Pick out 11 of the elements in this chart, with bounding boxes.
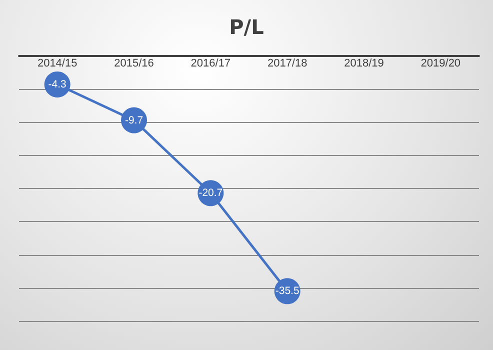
data-label: -9.7 <box>124 114 144 126</box>
data-label: -4.3 <box>48 78 67 90</box>
x-tick-label: 2019/20 <box>420 58 461 70</box>
data-label: -35.5 <box>275 285 300 298</box>
chart-title: P/L <box>229 15 264 39</box>
x-tick-label: 2017/18 <box>267 58 308 70</box>
x-tick-label: 2015/16 <box>114 58 154 70</box>
x-tick-label: 2018/19 <box>344 58 384 70</box>
x-tick-label: 2014/15 <box>37 58 78 70</box>
x-tick-label: 2016/17 <box>190 58 231 70</box>
data-label: -20.7 <box>198 187 223 200</box>
